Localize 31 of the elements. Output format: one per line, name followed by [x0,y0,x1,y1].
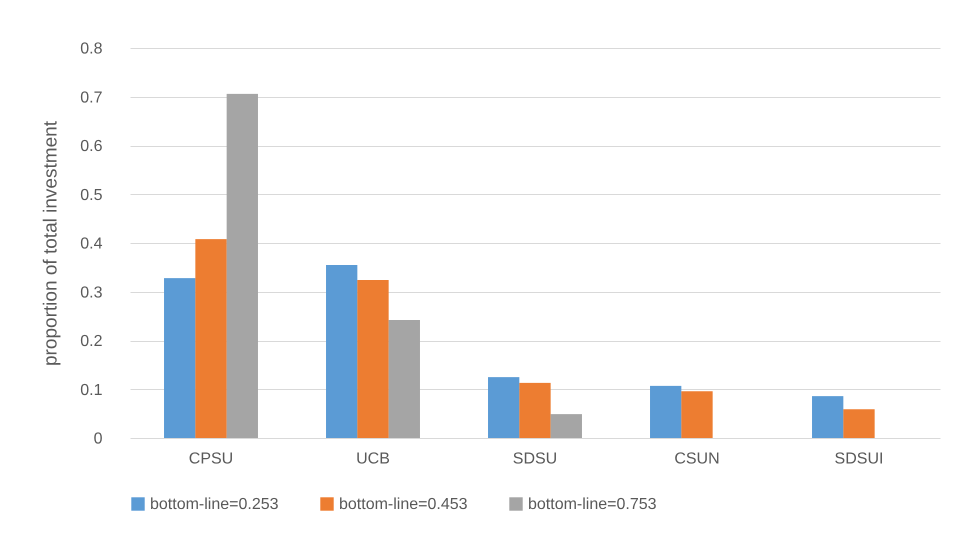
x-tick-label: CPSU [188,450,234,468]
bar [550,414,582,438]
y-tick-label: 0.3 [80,284,103,302]
y-axis-title: proportion of total investment [40,120,62,366]
bar [812,396,844,438]
y-tick-label: 0.6 [80,138,103,155]
x-tick-label: UCB [356,450,390,468]
bar [357,280,389,438]
y-tick-label: 0.2 [80,333,103,350]
bar [843,409,875,438]
legend-label: bottom-line=0.453 [339,496,468,513]
bar [650,386,682,438]
legend-label: bottom-line=0.253 [150,496,279,513]
x-tick-label: SDSUI [834,450,884,468]
x-tick-label: CSUN [674,450,720,468]
bar [519,382,551,438]
y-tick-label: 0.5 [80,186,103,204]
y-tick-label: 0 [94,430,103,448]
bar [681,391,713,438]
y-tick-label: 0.7 [80,89,103,106]
bar [388,320,420,438]
bar [488,377,520,438]
legend-label: bottom-line=0.753 [528,496,657,513]
bar [326,264,358,438]
bar [226,94,258,438]
x-tick-label: SDSU [512,450,558,468]
bar [195,239,227,438]
y-tick-label: 0.4 [80,236,103,252]
y-tick-label: 0.8 [80,40,103,58]
y-tick-label: 0.1 [80,382,103,399]
bar [164,278,196,438]
